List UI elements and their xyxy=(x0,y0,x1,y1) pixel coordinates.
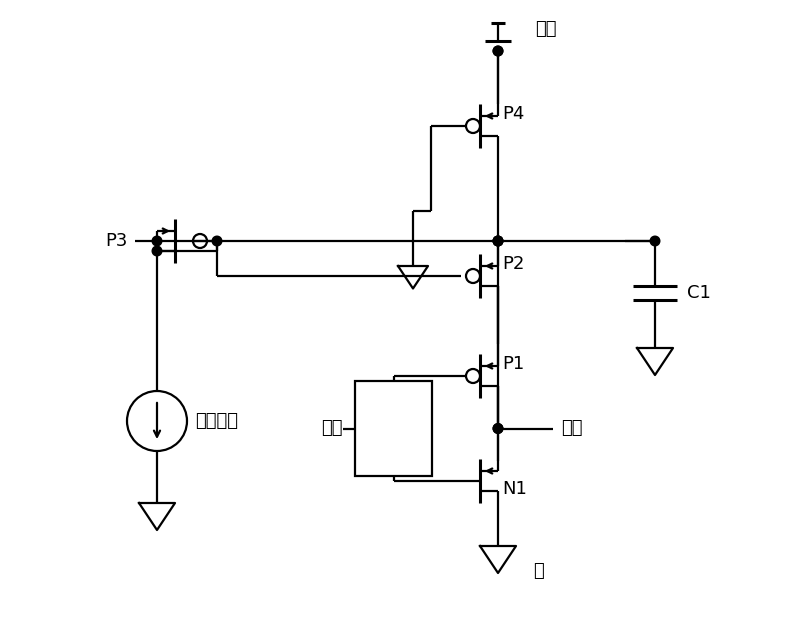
Circle shape xyxy=(493,423,502,433)
Text: 地: 地 xyxy=(533,562,544,580)
Circle shape xyxy=(493,46,502,56)
Circle shape xyxy=(212,236,222,246)
Text: 直流电流: 直流电流 xyxy=(195,412,238,430)
Circle shape xyxy=(493,46,502,56)
Circle shape xyxy=(152,246,162,256)
Bar xyxy=(355,381,432,476)
Text: P3: P3 xyxy=(105,232,127,250)
Text: P4: P4 xyxy=(502,105,524,123)
Text: P2: P2 xyxy=(502,255,524,273)
Circle shape xyxy=(493,236,502,246)
Text: N1: N1 xyxy=(502,480,527,498)
Text: 电源: 电源 xyxy=(535,20,557,38)
Circle shape xyxy=(650,236,660,246)
Circle shape xyxy=(493,423,502,433)
Circle shape xyxy=(493,236,502,246)
Text: 输入: 输入 xyxy=(322,420,343,437)
Text: P1: P1 xyxy=(502,355,524,373)
Circle shape xyxy=(493,236,502,246)
Text: C1: C1 xyxy=(687,284,711,302)
Circle shape xyxy=(152,236,162,246)
Text: 输出: 输出 xyxy=(561,420,582,437)
